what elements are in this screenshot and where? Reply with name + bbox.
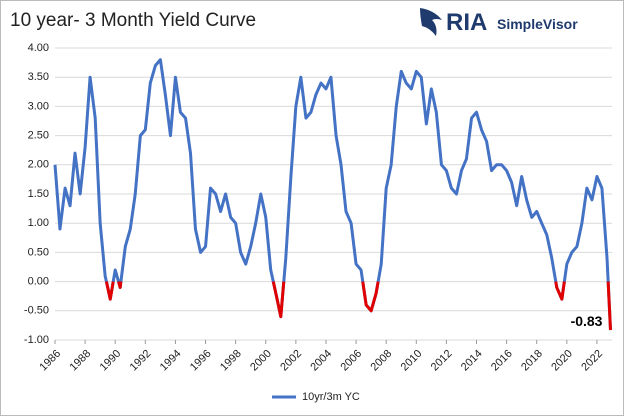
y-tick-label: -1.00 (24, 334, 49, 346)
y-tick-label: 0.00 (28, 276, 49, 288)
y-tick-label: 2.50 (28, 130, 49, 142)
negative-line (361, 281, 380, 313)
chart-title: 10 year- 3 Month Yield Curve (10, 10, 256, 31)
logo-sub: SimpleVisor (497, 16, 578, 32)
y-tick-label: 0.50 (28, 246, 49, 258)
y-tick-label: 1.50 (28, 188, 49, 200)
negative-line (271, 281, 286, 319)
logo-icon (420, 8, 442, 36)
logo-brand: RIA (446, 9, 487, 36)
y-tick-label: -0.50 (24, 305, 49, 317)
negative-line (606, 281, 612, 331)
line (53, 58, 612, 331)
y-tick-label: 1.00 (28, 217, 49, 229)
y-tick-label: 3.00 (28, 100, 49, 112)
y-tick-label: 3.50 (28, 71, 49, 83)
y-tick-label: 2.00 (28, 159, 49, 171)
negative-line (554, 281, 566, 301)
legend-label: 10yr/3m YC (302, 391, 360, 403)
negative-line (117, 281, 123, 289)
negative-line (104, 281, 115, 301)
data-label: -0.83 (571, 313, 603, 329)
y-tick-label: 4.00 (28, 42, 49, 54)
